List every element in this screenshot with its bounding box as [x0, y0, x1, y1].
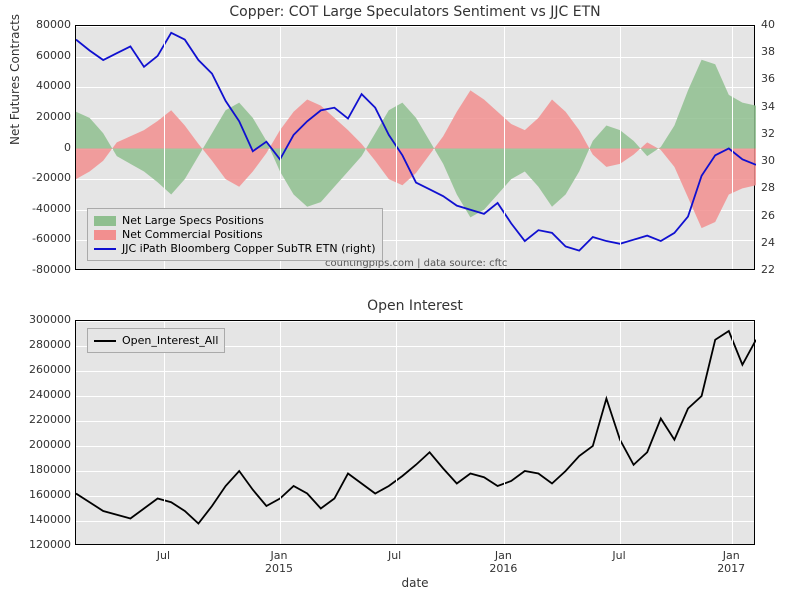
chart2-ytick: 200000 — [29, 438, 71, 451]
legend-label: Open_Interest_All — [122, 334, 218, 347]
chart1-ytick-left: -20000 — [32, 171, 71, 184]
legend-label: Net Large Specs Positions — [122, 214, 264, 227]
chart2-xtick: Jan2016 — [483, 549, 523, 575]
chart2-legend: Open_Interest_All — [87, 328, 225, 353]
chart1-vgrid — [396, 26, 397, 269]
legend-item: Net Large Specs Positions — [94, 214, 376, 227]
chart1-ytick-left: -80000 — [32, 263, 71, 276]
figure: Copper: COT Large Speculators Sentiment … — [0, 0, 800, 597]
legend-label: JJC iPath Bloomberg Copper SubTR ETN (ri… — [122, 242, 376, 255]
chart2-vgrid — [620, 321, 621, 544]
chart2-vgrid — [280, 321, 281, 544]
legend-line — [94, 340, 116, 342]
chart1-ytick-right: 34 — [761, 100, 775, 113]
chart1-ylabel: Net Futures Contracts — [8, 14, 22, 145]
chart2-vgrid — [396, 321, 397, 544]
legend-item: JJC iPath Bloomberg Copper SubTR ETN (ri… — [94, 242, 376, 255]
chart2-xtick: Jul — [599, 549, 639, 562]
chart1-ytick-left: 0 — [64, 141, 71, 154]
open-interest-line — [76, 331, 756, 524]
chart2-ytick: 240000 — [29, 388, 71, 401]
chart2-title: Open Interest — [75, 298, 755, 314]
chart2-ytick: 180000 — [29, 463, 71, 476]
chart1-gridline — [76, 271, 754, 272]
legend-item: Open_Interest_All — [94, 334, 218, 347]
chart2-xtick: Jan2015 — [259, 549, 299, 575]
chart1-ytick-right: 32 — [761, 127, 775, 140]
chart1-vgrid — [504, 26, 505, 269]
chart1-ytick-left: 20000 — [36, 110, 71, 123]
chart1-ytick-left: 60000 — [36, 49, 71, 62]
legend-patch — [94, 230, 116, 240]
chart2-panel — [75, 320, 755, 545]
chart1-legend: Net Large Specs PositionsNet Commercial … — [87, 208, 383, 261]
chart2-ytick: 220000 — [29, 413, 71, 426]
chart2-ytick: 280000 — [29, 338, 71, 351]
chart2-xtick: Jul — [143, 549, 183, 562]
chart1-vgrid — [732, 26, 733, 269]
chart1-title: Copper: COT Large Speculators Sentiment … — [75, 4, 755, 20]
legend-patch — [94, 216, 116, 226]
chart2-vgrid — [164, 321, 165, 544]
legend-label: Net Commercial Positions — [122, 228, 263, 241]
chart2-gridline — [76, 546, 754, 547]
chart2-xtick: Jan2017 — [711, 549, 751, 575]
chart2-vgrid — [504, 321, 505, 544]
chart1-ytick-right: 22 — [761, 263, 775, 276]
chart1-ytick-right: 40 — [761, 18, 775, 31]
chart1-ytick-right: 24 — [761, 236, 775, 249]
chart2-xtick: Jul — [375, 549, 415, 562]
chart1-ytick-left: -40000 — [32, 202, 71, 215]
chart2-ytick: 140000 — [29, 513, 71, 526]
chart1-ytick-right: 26 — [761, 209, 775, 222]
legend-line — [94, 248, 116, 250]
chart1-ytick-right: 30 — [761, 154, 775, 167]
chart1-ytick-left: 40000 — [36, 79, 71, 92]
chart2-xlabel: date — [75, 576, 755, 590]
chart1-ytick-left: 80000 — [36, 18, 71, 31]
legend-item: Net Commercial Positions — [94, 228, 376, 241]
chart2-ytick: 300000 — [29, 313, 71, 326]
chart2-ytick: 260000 — [29, 363, 71, 376]
chart2-ytick: 120000 — [29, 538, 71, 551]
chart1-ytick-left: -60000 — [32, 232, 71, 245]
chart1-ytick-right: 36 — [761, 72, 775, 85]
chart2-vgrid — [732, 321, 733, 544]
chart2-ytick: 160000 — [29, 488, 71, 501]
chart1-vgrid — [620, 26, 621, 269]
chart1-ytick-right: 28 — [761, 181, 775, 194]
chart1-ytick-right: 38 — [761, 45, 775, 58]
chart2-svg — [76, 321, 756, 546]
